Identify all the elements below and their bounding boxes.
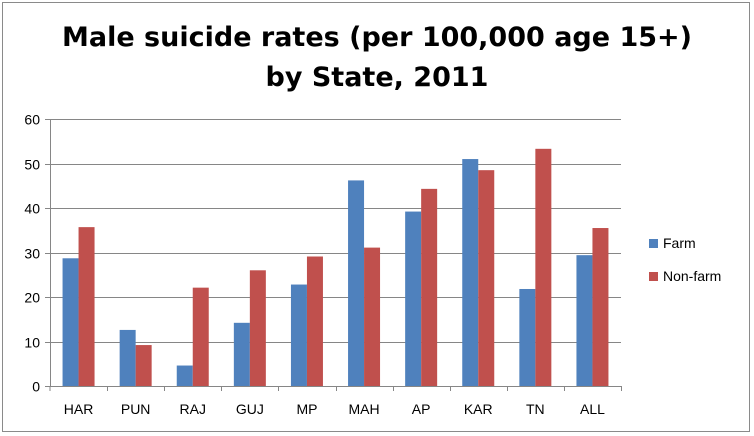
legend: Farm Non-farm <box>649 235 721 284</box>
x-axis: HAR PUN RAJ GUJ MP MAH AP KAR TN ALL <box>49 386 622 417</box>
bar-farm-tn <box>519 288 536 386</box>
bar-non-farm-guj <box>249 270 266 386</box>
bar-farm-all <box>576 255 593 386</box>
bar-farm-kar <box>462 159 479 386</box>
x-tick-label: RAJ <box>180 401 206 417</box>
bar-farm-pun <box>119 329 136 386</box>
chart-title-line-2: by State, 2011 <box>265 62 489 93</box>
bar-non-farm-kar <box>478 170 495 386</box>
x-tick-label: TN <box>526 401 545 417</box>
chart-title: Male suicide rates (per 100,000 age 15+)… <box>0 18 754 98</box>
legend-swatch-non-farm <box>649 272 658 281</box>
y-tick-label: 0 <box>32 379 40 395</box>
y-tick-label: 50 <box>24 157 40 173</box>
bar-farm-mp <box>290 284 307 386</box>
y-tick-label: 30 <box>24 246 40 262</box>
legend-label-farm: Farm <box>663 235 696 251</box>
x-tick-label: KAR <box>464 401 493 417</box>
bar-non-farm-mah <box>364 247 381 386</box>
bar-non-farm-raj <box>192 287 209 386</box>
x-tick-label: ALL <box>580 401 605 417</box>
bar-non-farm-tn <box>535 148 552 386</box>
x-tick-label: GUJ <box>236 401 264 417</box>
bar-non-farm-har <box>78 227 95 386</box>
bar-farm-mah <box>348 180 365 386</box>
bar-non-farm-all <box>592 228 609 386</box>
bars <box>62 148 609 386</box>
x-tick-label: AP <box>412 401 431 417</box>
bar-farm-har <box>62 258 79 386</box>
legend-label-non-farm: Non-farm <box>663 268 721 284</box>
bar-non-farm-pun <box>135 345 152 386</box>
bar-farm-guj <box>233 322 250 386</box>
y-tick-label: 60 <box>24 112 40 128</box>
y-tick-label: 20 <box>24 290 40 306</box>
bar-non-farm-ap <box>421 188 438 386</box>
bar-farm-ap <box>405 211 422 386</box>
x-tick-label: MP <box>296 401 317 417</box>
y-tick-label: 10 <box>24 335 40 351</box>
y-axis: 0 10 20 30 40 50 60 <box>24 112 51 395</box>
bar-non-farm-mp <box>306 256 323 386</box>
legend-swatch-farm <box>649 239 658 248</box>
bar-farm-raj <box>176 365 193 386</box>
chart-title-line-1: Male suicide rates (per 100,000 age 15+) <box>62 22 692 53</box>
x-tick-label: PUN <box>121 401 151 417</box>
y-tick-label: 40 <box>24 201 40 217</box>
x-tick-label: MAH <box>348 401 379 417</box>
x-tick-label: HAR <box>64 401 94 417</box>
